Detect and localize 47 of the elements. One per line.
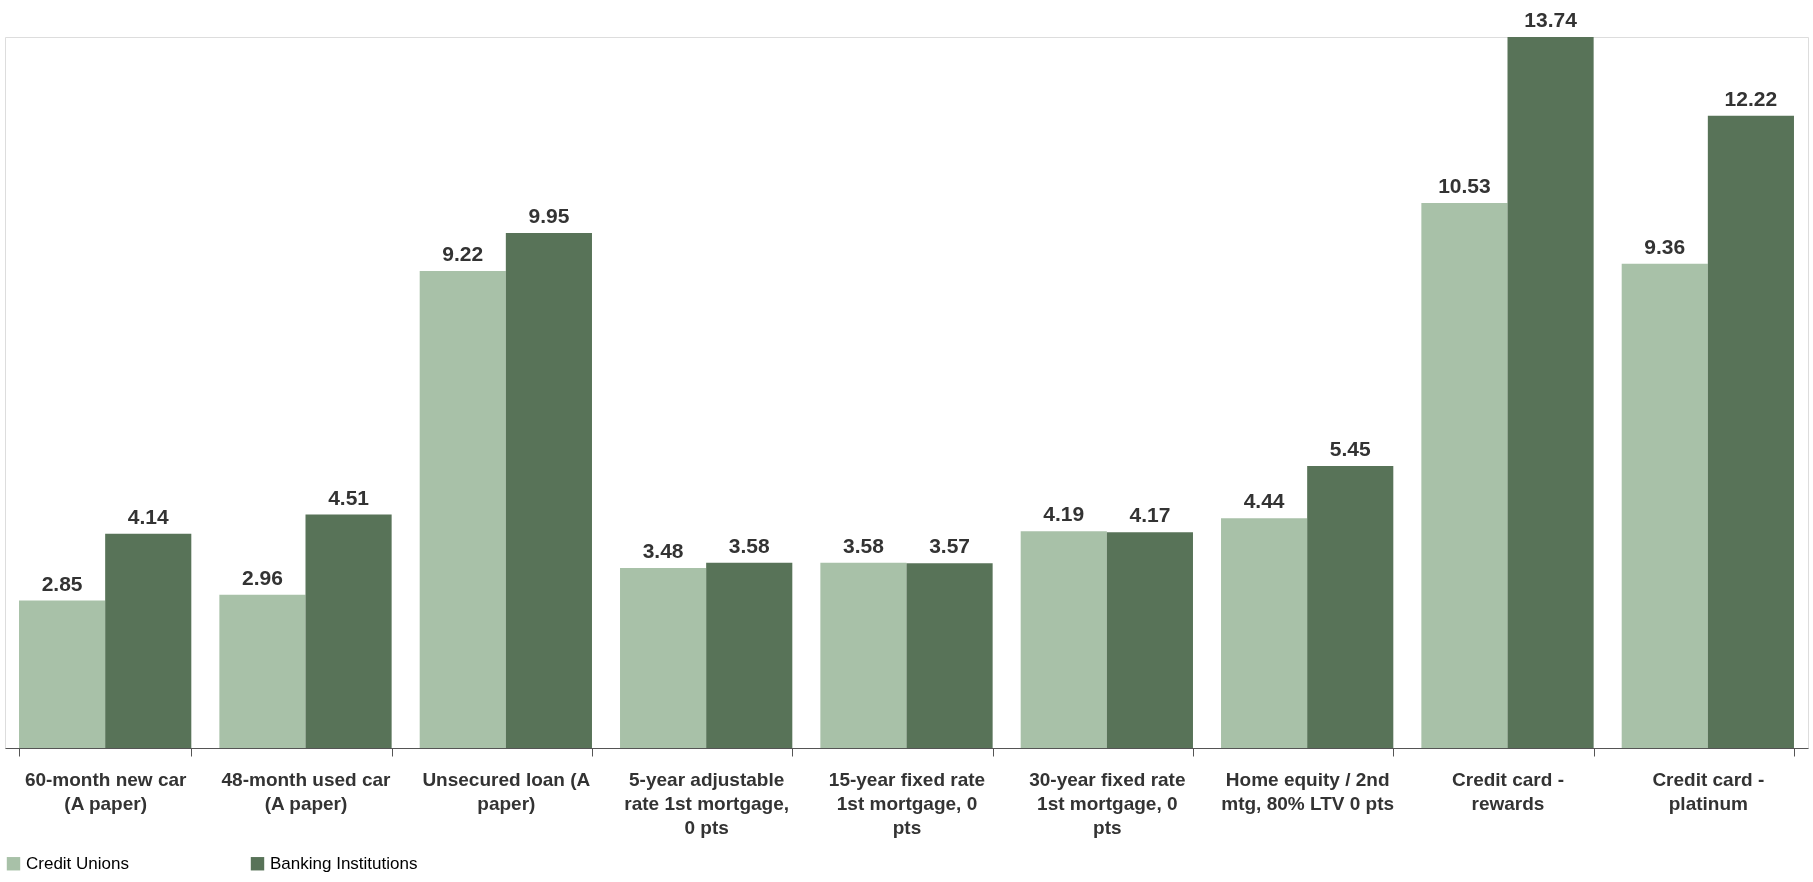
- bar: [1106, 532, 1193, 748]
- bar: [19, 600, 106, 748]
- data-label: 9.36: [1644, 234, 1686, 258]
- data-label: 10.53: [1438, 174, 1491, 198]
- data-label: 2.85: [41, 571, 83, 595]
- data-label: 12.22: [1724, 86, 1778, 110]
- data-label: 13.74: [1524, 8, 1578, 31]
- x-tick-label: 5-year adjustable rate 1st mortgage, 0 pts: [624, 768, 790, 838]
- bar: [1621, 263, 1708, 748]
- bar: [219, 594, 306, 748]
- data-label: 4.14: [127, 504, 169, 528]
- x-tick-label: Unsecured loan (A paper): [422, 768, 591, 814]
- legend-label: Banking Institutions: [270, 853, 418, 873]
- data-label: 3.48: [642, 538, 684, 562]
- bar: [105, 533, 192, 748]
- legend-label: Credit Unions: [26, 853, 129, 873]
- data-label: 4.19: [1043, 502, 1085, 526]
- data-label: 3.57: [929, 534, 971, 558]
- data-label: 4.44: [1243, 489, 1285, 513]
- data-label: 3.58: [842, 533, 885, 557]
- data-label: 9.22: [442, 241, 484, 265]
- data-label: 2.96: [241, 565, 283, 589]
- bar: [1507, 37, 1594, 748]
- x-tick-label: Credit card - rewards: [1452, 768, 1564, 814]
- bar: [1707, 115, 1794, 748]
- data-label: 5.45: [1329, 436, 1371, 460]
- bar: [620, 567, 707, 748]
- x-tick-label: 48-month used car (A paper): [221, 768, 392, 814]
- bar: [419, 270, 506, 748]
- bar: [1421, 203, 1508, 748]
- x-tick-label: Credit card - platinum: [1652, 768, 1765, 814]
- bar: [820, 562, 907, 748]
- bar: [1307, 465, 1394, 748]
- bar: [505, 233, 592, 748]
- bar: [706, 562, 793, 748]
- data-label: 4.51: [328, 485, 370, 509]
- x-tick-label: 30-year fixed rate 1st mortgage, 0 pts: [1029, 768, 1186, 838]
- bar: [1020, 531, 1107, 748]
- bar: [305, 514, 392, 748]
- x-tick-label: 60-month new car (A paper): [24, 768, 188, 814]
- x-tick-label: Home equity / 2nd mtg, 80% LTV 0 pts: [1221, 768, 1395, 814]
- data-label: 9.95: [528, 204, 570, 228]
- bar: [906, 563, 993, 748]
- data-label: 4.17: [1129, 503, 1171, 527]
- x-tick-label: 15-year fixed rate 1st mortgage, 0 pts: [828, 768, 986, 838]
- bar: [1221, 518, 1308, 748]
- data-label: 3.58: [728, 533, 770, 557]
